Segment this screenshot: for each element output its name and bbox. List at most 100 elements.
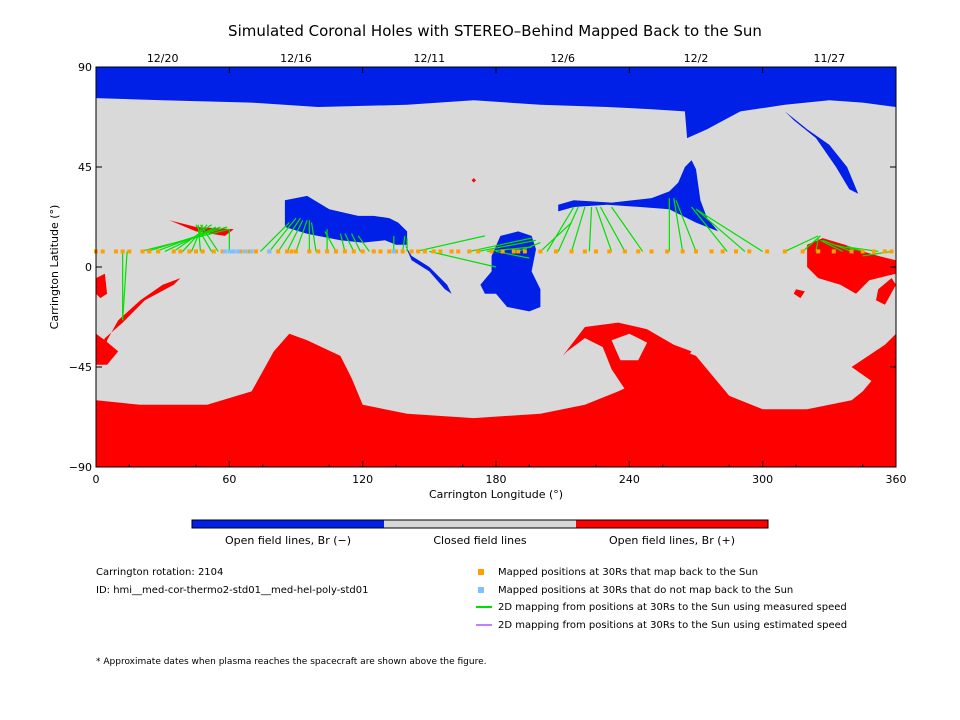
- not-mapped-point-3: [231, 249, 236, 254]
- top-date-label-2: 12/11: [413, 52, 445, 65]
- mapped-back-point-67: [800, 249, 805, 254]
- mapped-back-point-23: [307, 249, 312, 254]
- measured-speed-line-17: [295, 220, 308, 252]
- mapped-back-point-72: [871, 249, 876, 254]
- mapped-back-point-62: [720, 249, 725, 254]
- region-negative-small-drip: [404, 244, 452, 294]
- mapped-back-point-71: [860, 249, 865, 254]
- y-tick-label-2: 0: [85, 261, 92, 274]
- mapped-back-point-37: [422, 249, 427, 254]
- mapped-back-point-8: [171, 249, 176, 254]
- x-tick-label-3: 180: [486, 473, 507, 486]
- measured-speed-line-16: [286, 220, 304, 252]
- not-mapped-point-1: [227, 249, 232, 254]
- region-positive-tiny-2: [793, 289, 805, 299]
- mapped-back-point-66: [782, 249, 787, 254]
- mapped-back-point-52: [582, 249, 587, 254]
- measured-speed-line-8: [191, 224, 204, 252]
- chart-title: Simulated Coronal Holes with STEREO–Behi…: [228, 22, 762, 40]
- footnote: * Approximate dates when plasma reaches …: [96, 657, 487, 667]
- region-positive-left-hook: [96, 278, 181, 361]
- not-mapped-point-6: [249, 249, 254, 254]
- x-tick-label-1: 60: [222, 473, 236, 486]
- mapped-back-point-63: [734, 249, 738, 254]
- region-positive-south-loop-inner: [611, 333, 648, 361]
- measured-speed-line-43: [611, 206, 644, 252]
- region-positive-right-edge: [851, 333, 896, 390]
- region-positive-polar-cap: [96, 333, 896, 467]
- measured-speed-line-41: [595, 206, 613, 252]
- measured-speed-line-47: [691, 206, 728, 252]
- mapped-back-point-53: [594, 249, 598, 254]
- estimated-speed-key-icon: [476, 624, 492, 626]
- mapped-back-point-4: [127, 249, 132, 254]
- measured-speed-line-27: [402, 235, 406, 252]
- mapped-back-point-74: [889, 249, 894, 254]
- mapped-back-point-27: [342, 249, 347, 254]
- measured-speed-line-19: [310, 222, 317, 252]
- top-date-label-3: 12/6: [550, 52, 575, 65]
- mapped-back-point-50: [554, 249, 558, 254]
- mapped-back-point-16: [247, 249, 252, 254]
- mapped-back-point-54: [607, 249, 612, 254]
- mapped-back-point-31: [378, 249, 383, 254]
- not-mapped-point-8: [391, 249, 396, 254]
- measured-speed-key-icon: [476, 606, 492, 608]
- mapped-back-point-69: [831, 249, 836, 254]
- mapped-back-key-icon: [478, 569, 484, 575]
- measured-speed-line-25: [357, 235, 370, 252]
- mapped-back-point-51: [569, 249, 574, 254]
- measured-speed-line-30: [469, 237, 532, 253]
- mapped-back-point-59: [680, 249, 685, 254]
- colorbar-label-positive: Open field lines, Br (+): [608, 534, 736, 547]
- estimated-speed-key-label: 2D mapping from positions at 30Rs to the…: [498, 620, 848, 631]
- region-positive-right-cluster: [807, 238, 896, 294]
- y-tick-label-0: 90: [78, 61, 92, 74]
- y-axis-label: Carrington Latitude (°): [48, 205, 61, 330]
- mapped-back-point-49: [538, 249, 543, 254]
- x-axis-label: Carrington Longitude (°): [429, 488, 563, 501]
- measured-speed-line-46: [675, 200, 697, 252]
- mapped-back-point-6: [147, 249, 152, 254]
- colorbar: [191, 519, 769, 529]
- measured-speed-line-53: [820, 239, 843, 252]
- mapped-back-point-56: [636, 249, 641, 254]
- measured-speed-line-31: [478, 239, 537, 253]
- mapped-back-point-11: [194, 249, 198, 254]
- measured-speed-line-48: [695, 208, 746, 252]
- mapped-back-point-44: [489, 249, 494, 254]
- mapped-back-point-9: [178, 249, 183, 254]
- measured-speed-line-34: [429, 250, 497, 268]
- model-id-text: ID: hmi__med-cor-thermo2-std01__med-hel-…: [96, 585, 369, 596]
- not-mapped-point-2: [229, 249, 234, 254]
- not-mapped-point-5: [242, 249, 247, 254]
- mapped-back-point-22: [294, 249, 298, 254]
- carrington-rotation-text: Carrington rotation: 2104: [96, 567, 224, 578]
- mapped-back-point-32: [387, 249, 392, 254]
- axis-ticks: 0 60 120 180 240 300 360 90 45 0 −45 −90 12/20 12/16 1…: [69, 52, 907, 486]
- mapped-back-point-3: [120, 249, 125, 254]
- x-tick-label-2: 120: [352, 473, 373, 486]
- mapped-back-point-38: [431, 249, 436, 254]
- not-mapped-point-4: [236, 249, 241, 254]
- mapped-back-point-42: [467, 249, 472, 254]
- mapped-back-point-2: [114, 249, 118, 254]
- measured-speed-line-55: [833, 244, 866, 253]
- measured-speed-line-14: [268, 217, 297, 252]
- measured-speed-line-13: [260, 222, 290, 252]
- measured-speed-line-23: [344, 233, 355, 252]
- top-date-label-0: 12/20: [147, 52, 179, 65]
- not-mapped-key-icon: [478, 587, 484, 593]
- mapped-back-key-label: Mapped positions at 30Rs that map back t…: [498, 567, 759, 578]
- measured-speed-line-10: [195, 224, 213, 252]
- x-tick-label-6: 360: [886, 473, 907, 486]
- y-tick-label-3: −45: [69, 361, 92, 374]
- measured-speed-line-32: [487, 246, 532, 253]
- measured-speed-line-21: [324, 231, 337, 252]
- mapped-back-point-48: [522, 249, 527, 254]
- region-negative-north-lobe: [784, 111, 859, 194]
- mapped-back-point-41: [456, 249, 461, 254]
- colorbar-label-negative: Open field lines, Br (−): [224, 534, 352, 547]
- mapped-back-point-55: [622, 249, 627, 254]
- mapped-back-point-25: [325, 249, 330, 254]
